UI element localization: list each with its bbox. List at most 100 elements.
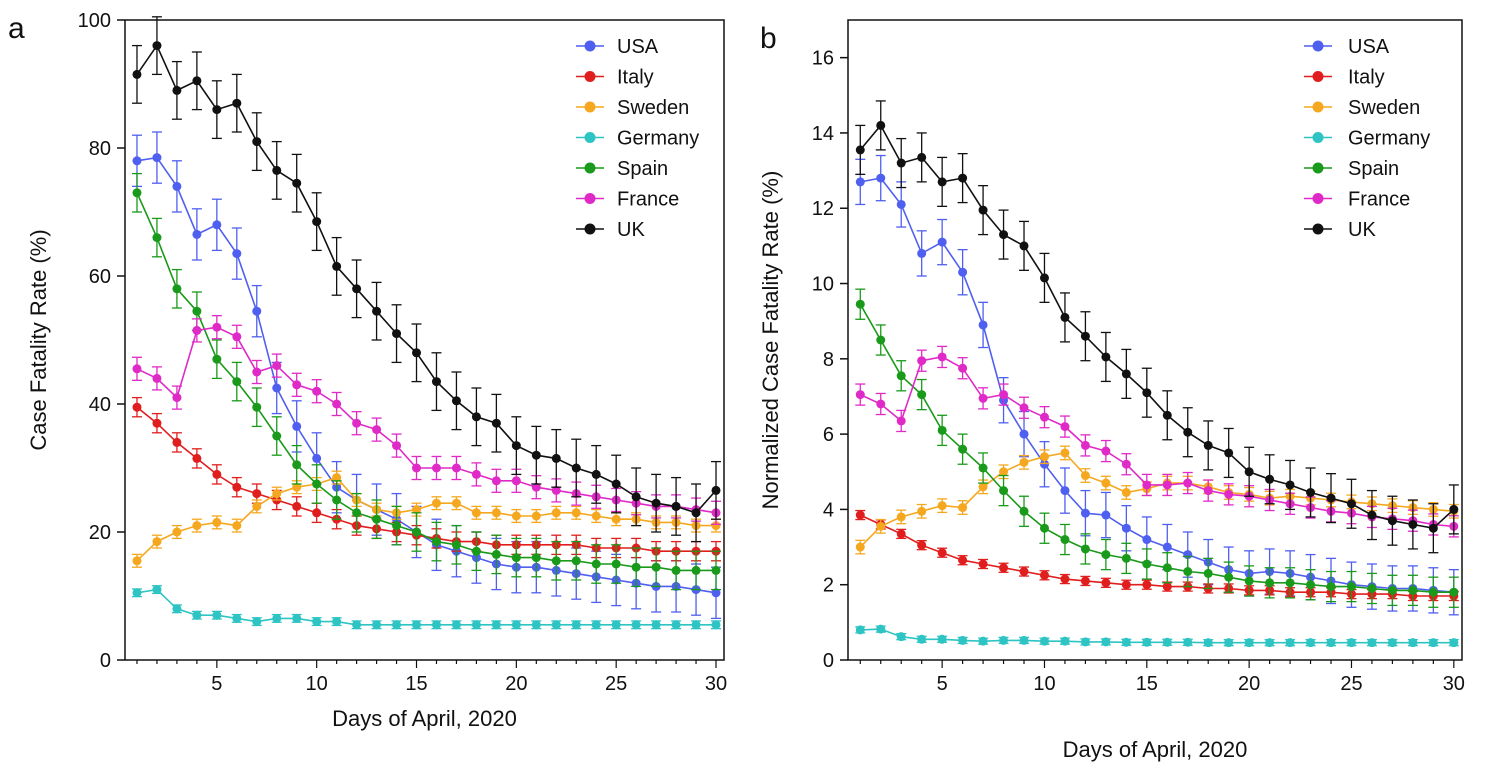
data-point xyxy=(212,610,222,620)
data-point xyxy=(212,469,222,479)
data-point xyxy=(711,565,721,575)
data-point xyxy=(1224,638,1234,648)
data-point xyxy=(937,501,947,511)
series-spain xyxy=(855,288,1459,608)
data-point xyxy=(392,329,402,339)
legend-marker xyxy=(584,71,596,82)
data-point xyxy=(1265,474,1275,484)
data-point xyxy=(172,527,182,537)
series-france xyxy=(855,345,1459,538)
data-point xyxy=(372,620,382,630)
data-point xyxy=(876,521,886,531)
data-point xyxy=(1244,576,1254,586)
data-point xyxy=(591,559,601,569)
data-point xyxy=(192,325,202,335)
data-point xyxy=(451,540,461,550)
data-point xyxy=(212,322,222,332)
data-point xyxy=(958,555,968,565)
data-point xyxy=(631,562,641,572)
data-point xyxy=(855,299,865,309)
y-tick-label: 40 xyxy=(89,394,111,416)
data-point xyxy=(917,390,927,400)
data-point xyxy=(312,217,322,227)
data-point xyxy=(1121,580,1131,590)
data-point xyxy=(132,156,142,166)
x-tick-label: 25 xyxy=(1340,673,1362,695)
data-point xyxy=(551,485,561,495)
legend-marker xyxy=(1312,193,1324,204)
data-point xyxy=(631,620,641,630)
data-point xyxy=(172,604,182,614)
data-point xyxy=(1101,352,1111,362)
data-point xyxy=(1449,504,1459,514)
data-point xyxy=(1121,637,1131,647)
series-uk xyxy=(855,100,1459,554)
data-point xyxy=(551,620,561,630)
data-point xyxy=(471,412,481,422)
data-point xyxy=(651,562,661,572)
data-point xyxy=(1019,635,1029,645)
data-point xyxy=(1019,429,1029,439)
legend: USA Italy Sweden Germany Spain France UK xyxy=(1304,36,1430,241)
data-point xyxy=(252,501,262,511)
data-point xyxy=(1285,578,1295,588)
data-point xyxy=(1203,486,1213,496)
data-point xyxy=(978,636,988,646)
data-point xyxy=(292,380,302,390)
data-point xyxy=(352,284,362,294)
data-point xyxy=(392,441,402,451)
series-germany xyxy=(131,585,722,630)
data-point xyxy=(252,489,262,499)
data-point xyxy=(711,620,721,630)
data-point xyxy=(491,508,501,518)
legend-label: Italy xyxy=(1348,67,1385,89)
data-point xyxy=(1080,544,1090,554)
data-point xyxy=(1346,638,1356,648)
data-point xyxy=(651,620,661,630)
data-point xyxy=(1121,459,1131,469)
legend-marker xyxy=(1312,132,1324,143)
data-point xyxy=(1080,440,1090,450)
data-point xyxy=(312,479,322,489)
y-tick-label: 100 xyxy=(78,10,111,32)
data-point xyxy=(591,620,601,630)
data-point xyxy=(876,624,886,634)
data-point xyxy=(958,363,968,373)
legend-label: Sweden xyxy=(1348,97,1420,119)
data-point xyxy=(292,178,302,188)
data-point xyxy=(1162,637,1172,647)
data-point xyxy=(1142,535,1152,545)
y-tick-label: 4 xyxy=(823,499,834,521)
data-point xyxy=(1285,638,1295,648)
legend-label: Italy xyxy=(617,67,654,89)
data-point xyxy=(937,634,947,644)
legend-marker xyxy=(584,193,596,204)
data-point xyxy=(511,441,521,451)
data-point xyxy=(937,352,947,362)
data-point xyxy=(232,249,242,259)
series-france xyxy=(131,315,722,525)
data-point xyxy=(392,620,402,630)
data-point xyxy=(412,620,422,630)
data-point xyxy=(999,390,1009,400)
series-line xyxy=(859,123,1455,530)
data-point xyxy=(1203,440,1213,450)
legend-label: USA xyxy=(617,36,659,58)
y-tick-label: 0 xyxy=(823,650,834,672)
data-point xyxy=(1285,480,1295,490)
data-point xyxy=(1101,550,1111,560)
data-point xyxy=(551,453,561,463)
data-point xyxy=(491,476,501,486)
data-point xyxy=(1183,637,1193,647)
data-point xyxy=(1449,638,1459,648)
data-point xyxy=(292,613,302,623)
data-point xyxy=(1039,412,1049,422)
data-point xyxy=(551,556,561,566)
legend-marker xyxy=(1312,71,1324,82)
series-line xyxy=(859,356,1454,528)
data-point xyxy=(431,498,441,508)
data-point xyxy=(1162,542,1172,552)
data-point xyxy=(352,508,362,518)
legend-label: USA xyxy=(1348,36,1390,58)
